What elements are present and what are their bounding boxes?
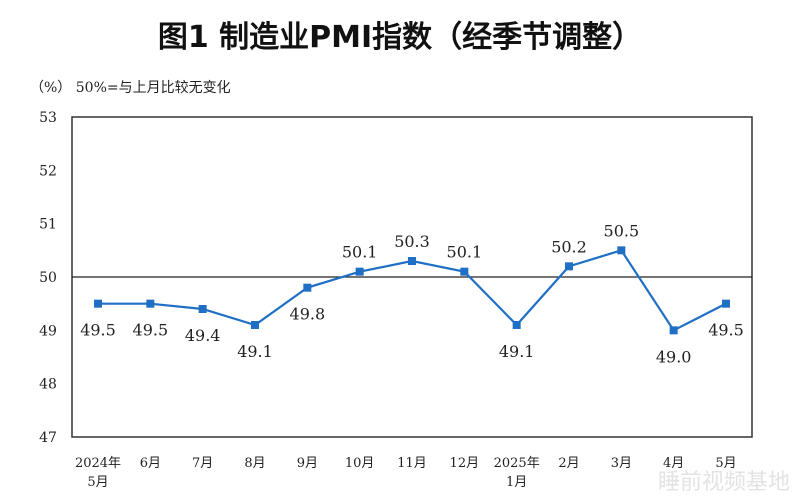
data-point: [355, 267, 364, 276]
x-tick-label: 3月: [611, 456, 632, 471]
data-point: [669, 326, 678, 335]
x-tick-label: 2024年: [75, 456, 121, 471]
y-unit: （%）: [30, 80, 72, 96]
x-tick-label: 5月: [87, 475, 108, 490]
x-tick-label: 2月: [558, 456, 579, 471]
unit-note: （%） 50%=与上月比较无变化: [30, 77, 231, 97]
x-tick-label: 7月: [192, 456, 213, 471]
x-tick-label: 6月: [140, 456, 161, 471]
data-point: [251, 321, 259, 329]
x-tick-label: 11月: [397, 456, 427, 471]
data-label: 50.1: [342, 243, 378, 262]
data-point: [460, 267, 469, 276]
data-point: [512, 321, 521, 329]
chart-title: 图1 制造业PMI指数（经季节调整）: [157, 20, 643, 55]
data-label: 50.1: [447, 243, 483, 262]
data-label: 50.2: [551, 237, 587, 256]
data-point: [617, 246, 626, 255]
data-label: 49.8: [290, 305, 326, 324]
y-tick-label: 50: [39, 270, 57, 286]
data-label: 50.3: [394, 232, 430, 251]
data-label: 49.1: [237, 342, 273, 361]
watermark: 睡前视频基地: [657, 470, 790, 495]
y-tick-label: 52: [39, 163, 57, 179]
data-point: [198, 305, 207, 313]
data-label: 49.5: [133, 321, 169, 340]
data-label: 49.5: [708, 321, 744, 340]
data-point: [146, 299, 155, 308]
x-tick-label: 2025年: [494, 456, 540, 471]
data-point: [408, 257, 416, 265]
x-tick-label: 9月: [297, 456, 318, 471]
y-tick-label: 51: [39, 217, 57, 233]
x-tick-label: 8月: [244, 456, 265, 471]
data-label: 49.0: [656, 347, 692, 366]
x-tick-label: 12月: [450, 456, 480, 471]
data-point: [565, 262, 573, 271]
data-label: 49.1: [499, 342, 535, 361]
data-label: 49.5: [80, 321, 116, 340]
y-tick-label: 49: [39, 323, 57, 339]
data-point: [303, 283, 312, 292]
x-tick-label: 4月: [663, 456, 684, 471]
data-label: 50.5: [604, 221, 640, 240]
annotation: 50%=与上月比较无变化: [75, 80, 231, 96]
data-point: [94, 299, 102, 308]
y-tick-label: 53: [39, 110, 57, 126]
y-tick-label: 48: [39, 377, 57, 393]
x-tick-label: 5月: [715, 456, 736, 471]
data-point: [722, 299, 730, 308]
x-tick-label: 10月: [345, 456, 375, 471]
data-label: 49.4: [185, 326, 221, 345]
y-tick-label: 47: [39, 430, 57, 446]
x-tick-label: 1月: [506, 475, 527, 490]
